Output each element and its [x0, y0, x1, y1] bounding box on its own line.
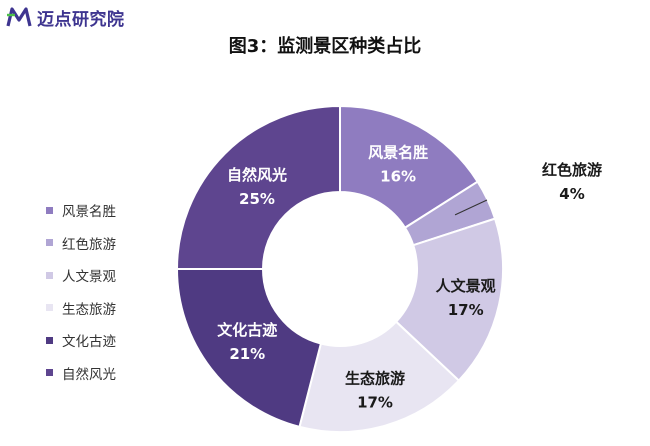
legend-label: 风景名胜 [62, 204, 116, 221]
slice-category-label: 人文景观 [436, 277, 496, 295]
legend-swatch [46, 206, 53, 214]
legend-label: 生态旅游 [62, 301, 116, 318]
donut-slice [394, 217, 504, 382]
legend-swatch [46, 271, 53, 279]
legend-swatch [46, 336, 53, 344]
slice-value-label: 25% [239, 190, 275, 208]
donut-slice [175, 268, 323, 429]
slice-value-label: 17% [357, 394, 393, 412]
legend-swatch [46, 304, 53, 312]
slice-value-label: 21% [229, 345, 265, 363]
legend-item: 自然风光 [46, 357, 176, 390]
donut-slice [175, 104, 341, 270]
legend-item: 红色旅游 [46, 227, 176, 260]
legend-item: 风景名胜 [46, 194, 176, 227]
slice-category-label: 文化古迹 [217, 321, 277, 339]
chart-legend: 风景名胜红色旅游人文景观生态旅游文化古迹自然风光 [46, 194, 176, 384]
brand-logo-icon [6, 7, 32, 27]
legend-label: 人文景观 [62, 269, 116, 286]
legend-label: 文化古迹 [62, 334, 116, 351]
legend-item: 生态旅游 [46, 292, 176, 325]
legend-label: 红色旅游 [62, 236, 116, 253]
slice-value-label: 16% [380, 167, 416, 185]
slice-category-label: 风景名胜 [368, 143, 428, 161]
leader-line [454, 199, 488, 216]
legend-swatch [46, 369, 53, 377]
slice-category-label: 红色旅游 [542, 161, 602, 179]
chart-title: 图3：监测景区种类占比 [228, 36, 422, 57]
legend-label: 自然风光 [62, 366, 116, 383]
brand-name: 迈点研究院 [37, 9, 125, 30]
donut-slice [298, 320, 461, 433]
slice-category-label: 自然风光 [227, 166, 287, 184]
slice-value-label: 17% [448, 301, 484, 319]
legend-item: 文化古迹 [46, 324, 176, 357]
slice-value-label: 4% [559, 185, 584, 203]
slice-category-label: 生态旅游 [345, 370, 405, 388]
legend-item: 人文景观 [46, 259, 176, 292]
legend-swatch [46, 239, 53, 247]
donut-slice [339, 104, 480, 230]
brand-logo: 迈点研究院 [6, 4, 166, 30]
